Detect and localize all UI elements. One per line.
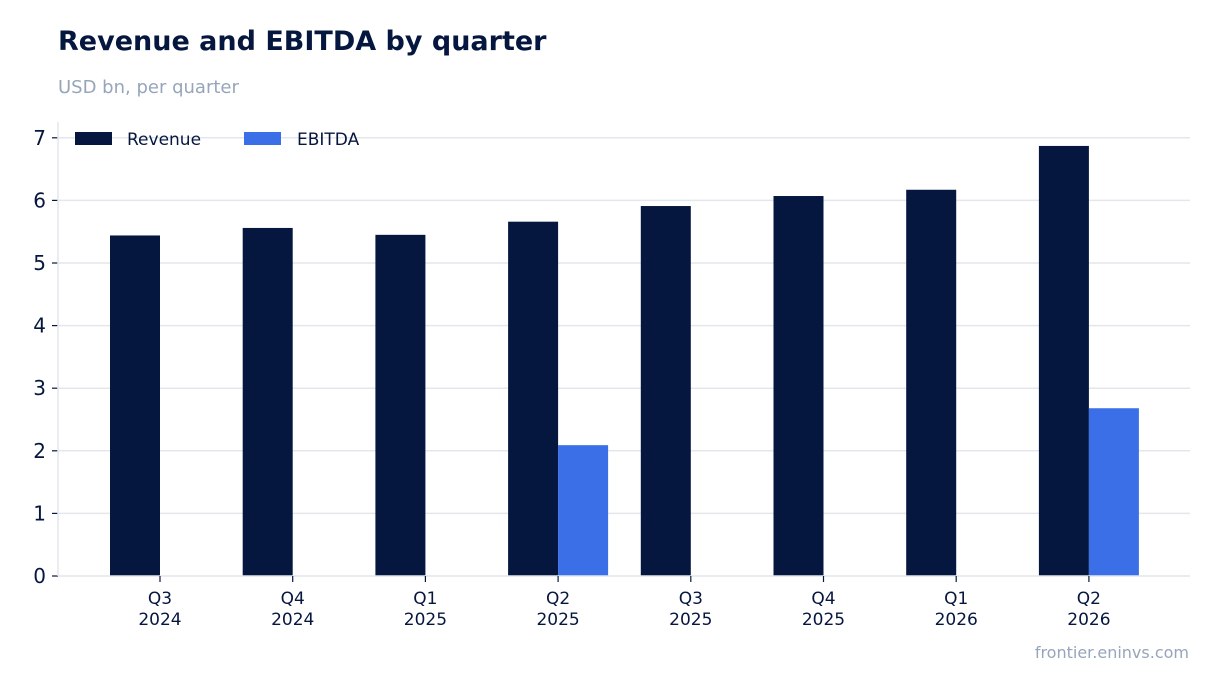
legend: Revenue EBITDA bbox=[75, 130, 360, 150]
y-tick-label: 2 bbox=[33, 439, 46, 463]
chart-title: Revenue and EBITDA by quarter bbox=[58, 26, 547, 57]
x-tick-label-quarter: Q2 bbox=[1077, 589, 1101, 609]
y-tick-label: 3 bbox=[33, 376, 46, 400]
legend-swatch-revenue bbox=[75, 132, 112, 145]
x-tick-label-quarter: Q1 bbox=[413, 589, 437, 609]
x-tick-label-quarter: Q3 bbox=[148, 589, 172, 609]
bar-ebitda bbox=[1088, 408, 1139, 576]
x-tick-label-year: 2025 bbox=[669, 610, 712, 630]
x-tick-label-year: 2026 bbox=[1067, 610, 1110, 630]
x-tick-label-year: 2025 bbox=[404, 610, 447, 630]
x-tick-label-quarter: Q4 bbox=[811, 589, 835, 609]
y-tick-label: 7 bbox=[33, 126, 46, 150]
bar-ebitda bbox=[558, 445, 609, 576]
bar-revenue bbox=[375, 234, 426, 576]
y-tick-label: 4 bbox=[33, 314, 46, 338]
source-label: frontier.eninvs.com bbox=[1034, 643, 1189, 662]
x-tick-label-year: 2025 bbox=[802, 610, 845, 630]
x-tick-label-quarter: Q1 bbox=[944, 589, 968, 609]
bar-revenue bbox=[906, 189, 957, 576]
legend-swatch-ebitda bbox=[244, 132, 281, 145]
y-tick-label: 5 bbox=[33, 251, 46, 275]
legend-label-revenue: Revenue bbox=[127, 130, 201, 150]
chart-subtitle: USD bn, per quarter bbox=[58, 77, 239, 98]
x-tick-label-quarter: Q4 bbox=[281, 589, 305, 609]
x-tick-label-year: 2025 bbox=[536, 610, 579, 630]
x-tick-label-quarter: Q3 bbox=[679, 589, 703, 609]
x-tick-label-year: 2024 bbox=[138, 610, 181, 630]
bar-revenue bbox=[110, 235, 160, 576]
grid-layer bbox=[58, 137, 1190, 515]
bar-revenue bbox=[640, 206, 691, 576]
y-tick-label: 6 bbox=[33, 188, 46, 212]
legend-label-ebitda: EBITDA bbox=[297, 130, 360, 150]
bars-layer bbox=[110, 145, 1139, 577]
bar-revenue bbox=[242, 227, 293, 576]
y-tick-label: 1 bbox=[33, 501, 46, 525]
x-tick-label-year: 2024 bbox=[271, 610, 314, 630]
x-tick-label-year: 2026 bbox=[935, 610, 978, 630]
axis-layer: 01234567Q32024Q42024Q12025Q22025Q32025Q4… bbox=[33, 122, 1190, 630]
bar-revenue bbox=[773, 196, 824, 576]
bar-revenue bbox=[1038, 145, 1089, 577]
bar-revenue bbox=[508, 221, 559, 576]
x-tick-label-quarter: Q2 bbox=[546, 589, 570, 609]
y-tick-label: 0 bbox=[33, 564, 46, 588]
